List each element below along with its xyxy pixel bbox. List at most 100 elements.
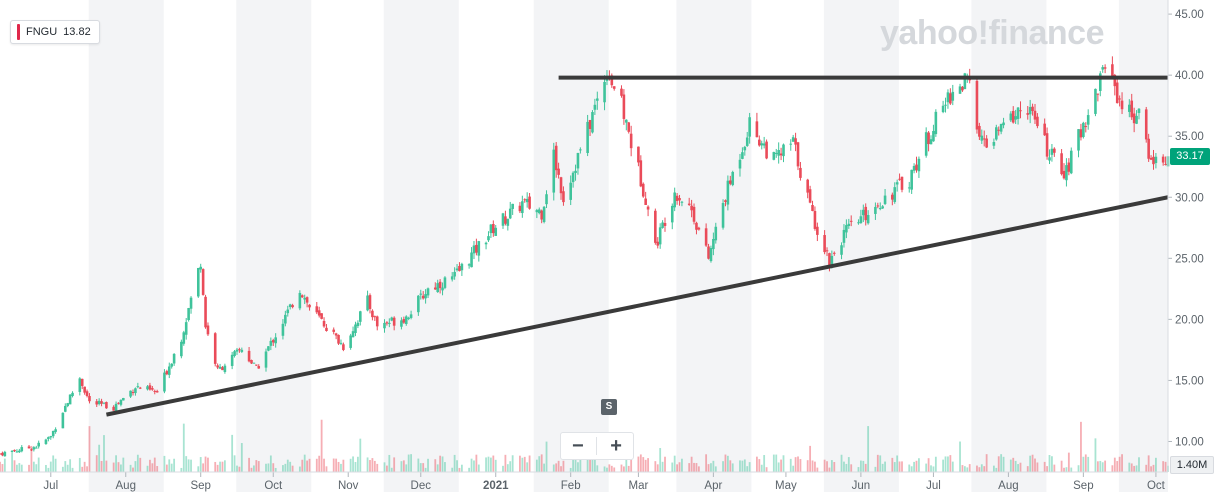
candle-body [165, 371, 169, 375]
volume-bar [731, 463, 734, 472]
split-event-badge[interactable]: S [601, 399, 617, 415]
candle-body [559, 177, 563, 194]
candle-body [859, 216, 863, 224]
volume-bar [884, 461, 886, 472]
volume-bar [577, 462, 579, 472]
candle-body [678, 198, 681, 201]
candle-body [1011, 110, 1015, 123]
volume-bar [202, 463, 205, 472]
candle-body [484, 242, 488, 245]
candle-body [995, 127, 998, 140]
volume-bar [596, 465, 599, 472]
candle-body [944, 104, 947, 106]
volume-bar [88, 426, 91, 472]
candle-body [876, 205, 880, 207]
candle-body [622, 94, 626, 119]
volume-bar [308, 458, 311, 472]
volume-bar [253, 465, 255, 472]
volume-bar [743, 459, 746, 472]
candle-body [1028, 107, 1032, 115]
month-band [823, 0, 899, 492]
volume-bar [671, 462, 674, 472]
candle-body [78, 378, 82, 392]
volume-bar [697, 466, 700, 472]
candle-body [978, 125, 981, 137]
candle-body [1137, 108, 1141, 113]
candle-body [351, 331, 355, 338]
volume-bar [1067, 452, 1070, 472]
candle-body [504, 216, 507, 224]
candle-body [221, 367, 224, 371]
volume-bar [572, 455, 575, 472]
candle-body [354, 324, 357, 334]
volume-bar [789, 458, 792, 472]
volume-bar [814, 461, 816, 472]
candle-body [308, 304, 311, 308]
volume-bar [468, 467, 471, 472]
x-tick-label: Aug [116, 480, 136, 492]
volume-bar [139, 457, 142, 472]
candle-body [68, 394, 72, 405]
candle-body [571, 172, 575, 183]
zoom-out-button[interactable]: − [571, 435, 584, 457]
volume-bar [729, 460, 732, 472]
candle-body [830, 255, 834, 265]
volume-bar [473, 460, 475, 472]
volume-bar [233, 455, 236, 472]
volume-bar [115, 455, 117, 472]
x-tick-label: Jun [852, 480, 871, 492]
volume-bar [269, 455, 272, 472]
volume-bar [400, 461, 403, 472]
candle-body [233, 351, 236, 356]
volume-bar [586, 459, 589, 472]
candle-body [610, 75, 614, 86]
volume-bar [908, 464, 911, 472]
candle-body [646, 206, 650, 210]
candle-body [637, 146, 640, 163]
zoom-in-button[interactable]: + [610, 435, 622, 457]
volume-bar [659, 448, 662, 472]
volume-bar [424, 467, 427, 472]
candle-body [576, 152, 580, 169]
volume-bar [47, 467, 50, 472]
candle-body [1082, 122, 1085, 137]
candle-body [540, 210, 543, 220]
candle-body [687, 203, 691, 205]
candle-body [436, 283, 439, 293]
y-tick-label: 10.00 [1175, 436, 1204, 448]
volume-bar [639, 454, 642, 472]
candle-body [813, 210, 817, 229]
candle-body [907, 187, 911, 189]
volume-bar [20, 464, 23, 472]
volume-bar [61, 466, 64, 472]
candle-body [189, 297, 193, 309]
volume-bar [560, 466, 562, 472]
candle-body [30, 449, 33, 451]
candle-body [823, 235, 826, 253]
candle-body [816, 226, 819, 235]
candle-body [537, 209, 541, 214]
candle-body [1079, 129, 1083, 138]
candle-body [982, 138, 986, 140]
candle-body [1053, 148, 1056, 153]
candle-body [97, 400, 101, 405]
volume-bar [323, 458, 325, 472]
ticker-legend[interactable]: FNGU 13.82 [10, 20, 100, 44]
candle-body [864, 206, 868, 221]
candle-body [1069, 150, 1073, 174]
volume-bar [1130, 463, 1133, 472]
volume-bar [238, 466, 241, 472]
candle-body [1128, 104, 1131, 112]
volume-bar [342, 459, 345, 472]
candle-body [842, 229, 846, 243]
candle-body [1115, 82, 1119, 104]
volume-bar [439, 455, 442, 472]
volume-bar [724, 454, 727, 472]
volume-bar [968, 464, 971, 472]
volume-bar [1002, 456, 1005, 472]
volume-bar [613, 467, 616, 472]
volume-bar [1094, 438, 1097, 472]
candle-body [1077, 129, 1080, 151]
